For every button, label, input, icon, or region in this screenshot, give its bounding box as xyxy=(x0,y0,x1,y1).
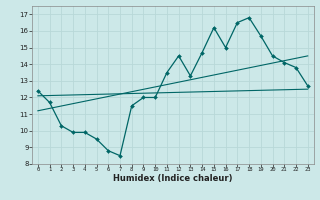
X-axis label: Humidex (Indice chaleur): Humidex (Indice chaleur) xyxy=(113,174,233,183)
